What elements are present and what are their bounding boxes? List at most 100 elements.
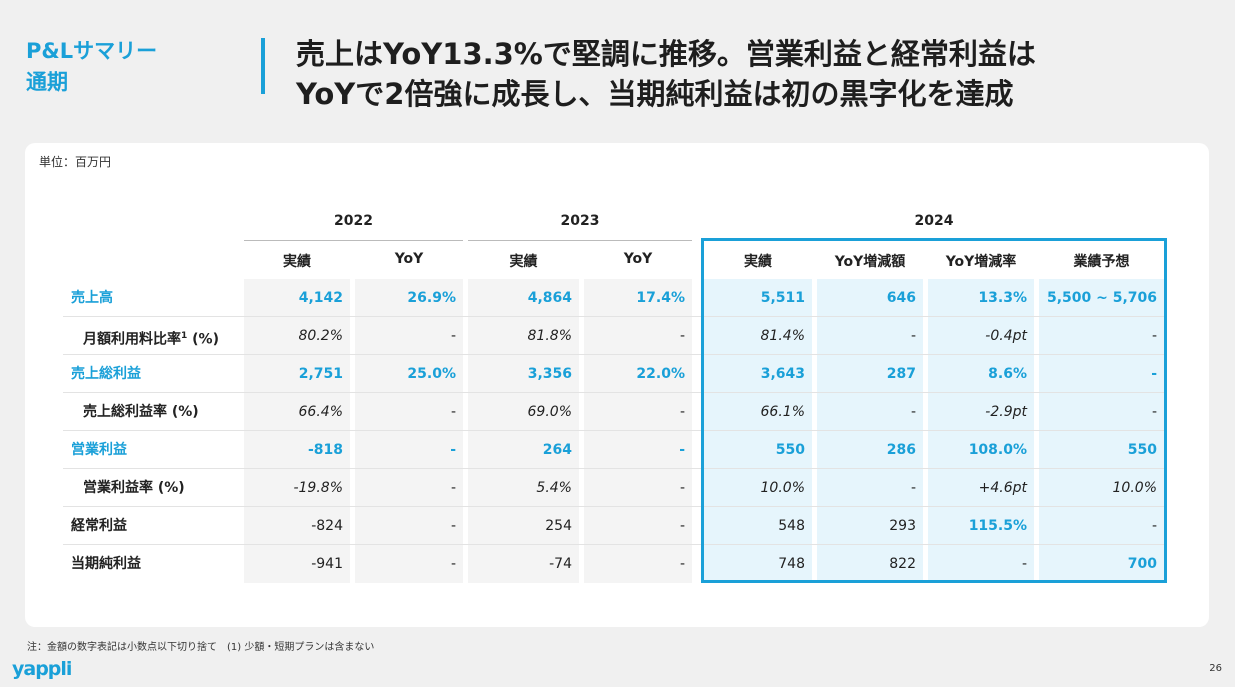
headline: 売上はYoY13.3%で堅調に推移。営業利益と経常利益は YoYで2倍強に成長し… xyxy=(296,34,1036,114)
row-label: 売上総利益 xyxy=(71,366,141,382)
cell: 3,356 xyxy=(468,355,579,393)
table-row-net-income: 当期純利益 -941 - -74 - 748 822 - 700 xyxy=(63,545,1167,583)
cell: - xyxy=(1039,393,1164,431)
year-underline-2023 xyxy=(468,240,692,241)
row-label: 月額利用料比率1 (%) xyxy=(63,317,243,355)
cell: - xyxy=(584,317,692,355)
section-title-line1: P&Lサマリー xyxy=(26,39,158,63)
pl-table-card: 単位：百万円 2022 2023 2024 実績 YoY 実績 YoY 実績 Y… xyxy=(25,143,1209,627)
cell: 66.4% xyxy=(244,393,350,431)
cell: 286 xyxy=(817,431,923,469)
cell: - xyxy=(1039,317,1164,355)
cell: 548 xyxy=(704,507,812,545)
cell: 69.0% xyxy=(468,393,579,431)
footnote-marker: 1 xyxy=(181,331,188,341)
col-header-2022-yoy: YoY xyxy=(394,251,424,267)
cell: 550 xyxy=(704,431,812,469)
cell: 66.1% xyxy=(704,393,812,431)
cell: 115.5% xyxy=(928,507,1034,545)
company-logo: yappli xyxy=(12,658,72,680)
headline-line2: YoYで2倍強に成長し、当期純利益は初の黒字化を達成 xyxy=(296,77,1014,111)
cell: 748 xyxy=(704,545,812,583)
title-divider xyxy=(261,38,265,94)
cell: 22.0% xyxy=(584,355,692,393)
cell: - xyxy=(584,545,692,583)
cell: 81.8% xyxy=(468,317,579,355)
cell: 10.0% xyxy=(1039,469,1164,507)
year-header-2022: 2022 xyxy=(334,213,373,229)
col-header-2024-yoy-amount: YoY増減額 xyxy=(834,254,906,270)
cell: - xyxy=(817,393,923,431)
cell: 81.4% xyxy=(704,317,812,355)
headline-line1: 売上はYoY13.3%で堅調に推移。営業利益と経常利益は xyxy=(296,37,1036,71)
row-separator xyxy=(63,316,1167,317)
cell: 4,142 xyxy=(244,279,350,317)
cell: 293 xyxy=(817,507,923,545)
row-separator xyxy=(63,506,1167,507)
cell: - xyxy=(355,317,463,355)
col-header-2024-actual: 実績 xyxy=(744,254,772,270)
unit-label: 単位：百万円 xyxy=(39,155,112,169)
footnote: 注：金額の数字表記は小数点以下切り捨て (1) 少額・短期プランは含まない xyxy=(27,642,375,653)
cell: 17.4% xyxy=(584,279,692,317)
col-header-2022-actual: 実績 xyxy=(283,254,311,270)
row-separator xyxy=(63,544,1167,545)
row-separator xyxy=(63,468,1167,469)
cell: - xyxy=(355,393,463,431)
row-label: 売上高 xyxy=(71,290,113,306)
cell: -2.9pt xyxy=(928,393,1034,431)
row-label: 売上総利益率 (%) xyxy=(83,404,199,420)
row-separator xyxy=(63,392,1167,393)
cell: 2,751 xyxy=(244,355,350,393)
cell: 5.4% xyxy=(468,469,579,507)
cell: -824 xyxy=(244,507,350,545)
cell: -941 xyxy=(244,545,350,583)
cell: -19.8% xyxy=(244,469,350,507)
table-row-gross-margin: 売上総利益率 (%) 66.4% - 69.0% - 66.1% - -2.9p… xyxy=(63,393,1167,431)
cell: - xyxy=(355,469,463,507)
section-title-line2: 通期 xyxy=(26,70,68,94)
cell: - xyxy=(584,393,692,431)
col-header-2024-forecast: 業績予想 xyxy=(1073,254,1130,270)
cell: -818 xyxy=(244,431,350,469)
cell: 10.0% xyxy=(704,469,812,507)
cell: - xyxy=(1039,507,1164,545)
year-underline-2022 xyxy=(244,240,463,241)
cell: - xyxy=(1039,355,1164,393)
year-header-2023: 2023 xyxy=(560,213,600,229)
cell: - xyxy=(584,431,692,469)
table-row-operating-profit: 営業利益 -818 - 264 - 550 286 108.0% 550 xyxy=(63,431,1167,469)
cell: 700 xyxy=(1039,545,1164,583)
cell: 3,643 xyxy=(704,355,812,393)
table-row-monthly-fee-ratio: 月額利用料比率1 (%) 80.2% - 81.8% - 81.4% - -0.… xyxy=(63,317,1167,355)
cell: - xyxy=(584,469,692,507)
table-row-ordinary-profit: 経常利益 -824 - 254 - 548 293 115.5% - xyxy=(63,507,1167,545)
cell: 4,864 xyxy=(468,279,579,317)
cell: 264 xyxy=(468,431,579,469)
row-separator xyxy=(63,430,1167,431)
cell: 822 xyxy=(817,545,923,583)
table-row-operating-margin: 営業利益率 (%) -19.8% - 5.4% - 10.0% - +4.6pt… xyxy=(63,469,1167,507)
col-header-2024-yoy-rate: YoY増減率 xyxy=(945,254,1017,270)
cell: +4.6pt xyxy=(928,469,1034,507)
cell: 8.6% xyxy=(928,355,1034,393)
cell: 5,511 xyxy=(704,279,812,317)
cell: - xyxy=(355,507,463,545)
page-number: 26 xyxy=(1209,663,1222,674)
table-row-revenue: 売上高 4,142 26.9% 4,864 17.4% 5,511 646 13… xyxy=(63,279,1167,317)
cell: 108.0% xyxy=(928,431,1034,469)
cell: -74 xyxy=(468,545,579,583)
cell: 5,500 ~ 5,706 xyxy=(1039,279,1164,317)
cell: 254 xyxy=(468,507,579,545)
cell: -0.4pt xyxy=(928,317,1034,355)
row-label-text: 月額利用料比率 xyxy=(83,331,181,348)
col-header-2023-yoy: YoY xyxy=(623,251,653,267)
row-label: 経常利益 xyxy=(71,518,127,534)
cell: - xyxy=(355,545,463,583)
cell: 80.2% xyxy=(244,317,350,355)
cell: 646 xyxy=(817,279,923,317)
row-label: 当期純利益 xyxy=(71,556,141,572)
cell: - xyxy=(355,431,463,469)
row-label-suffix: (%) xyxy=(187,331,219,348)
cell: - xyxy=(928,545,1034,583)
